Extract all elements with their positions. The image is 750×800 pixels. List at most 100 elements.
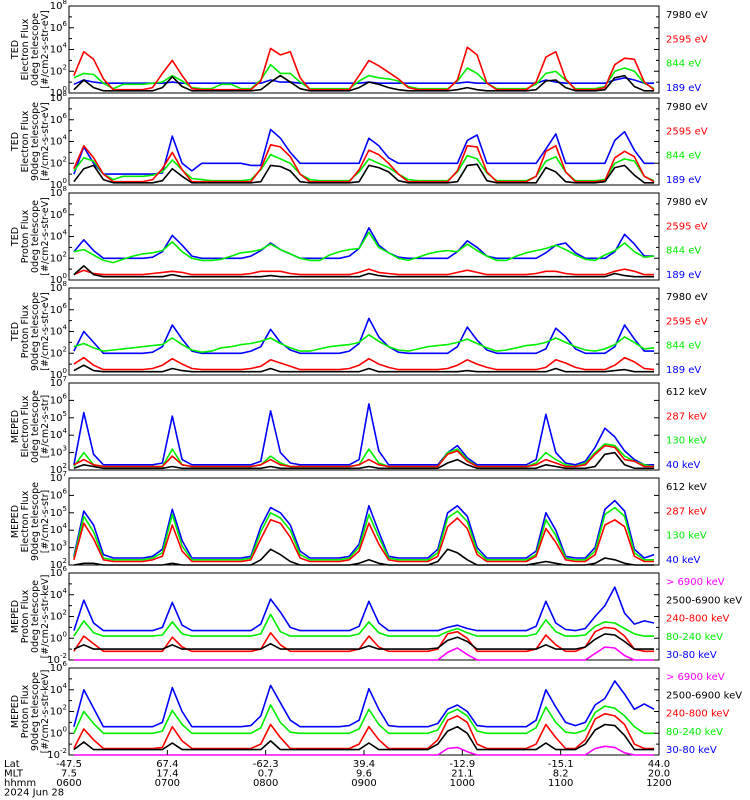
series-line-189-ev [73, 227, 655, 260]
x-tick-label: -62.3 [253, 759, 279, 770]
series-line-80-240-kev [73, 613, 655, 637]
series-line-287-kev [73, 517, 655, 563]
y-axis-label: MEPEDElectron Flux0deg telescope[#/cm2-s… [10, 390, 51, 463]
y-tick-label: 106 [50, 207, 68, 221]
y-tick-label: 106 [50, 660, 68, 674]
series-line-30-80-kev [73, 680, 655, 728]
x-tick-label: 0.7 [258, 769, 274, 780]
y-tick-label: 104 [50, 134, 68, 148]
legend-entry: 189 eV [666, 175, 701, 186]
series-line-40-kev [73, 403, 655, 466]
panel-frame [68, 477, 660, 566]
series-line-2595-ev [73, 46, 655, 91]
y-tick-label: 100 [50, 85, 67, 99]
x-tick-label: 0800 [253, 778, 278, 789]
legend-entry: 7980 eV [666, 292, 708, 303]
y-tick-label: 103 [50, 445, 67, 459]
panel-frame [68, 97, 660, 186]
panel-frame [68, 667, 660, 756]
y-tick-label: 106 [50, 565, 68, 579]
x-row-label: MLT [4, 769, 24, 780]
y-tick-label: 100 [50, 177, 67, 191]
legend-entry: 189 eV [666, 365, 701, 376]
legend-entry: 287 keV [666, 411, 707, 422]
y-tick-label: 104 [50, 587, 68, 601]
y-tick-label: 10-2 [47, 652, 67, 666]
legend-entry: 2595 eV [666, 34, 708, 45]
series-line-844-ev [73, 333, 655, 354]
x-tick-label: 9.6 [356, 769, 372, 780]
series-line-189-ev [73, 128, 655, 175]
series-line-2500-6900-kev [73, 633, 655, 650]
y-tick-label: 102 [50, 462, 67, 476]
y-tick-label: 108 [50, 185, 67, 199]
legend-entry: 30-80 keV [666, 650, 717, 661]
legend-entry: 2595 eV [666, 316, 708, 327]
series-line-240-800-kev [73, 712, 655, 750]
y-tick-label: 102 [50, 609, 67, 623]
legend-entry: 30-80 keV [666, 745, 717, 756]
legend-entry: 2595 eV [666, 221, 708, 232]
y-tick-label: 105 [50, 410, 67, 424]
series-line-189-ev [73, 77, 655, 86]
x-tick-label: 21.1 [451, 769, 473, 780]
series-line-2595-ev [73, 356, 655, 371]
series-line-2595-ev [73, 144, 655, 183]
x-row-label: hhmm [4, 778, 36, 789]
series-line-2500-6900-kev [73, 723, 655, 751]
y-tick-label: 107 [50, 375, 67, 389]
legend-entry: 80-240 keV [666, 727, 723, 738]
x-tick-label: 1200 [646, 778, 671, 789]
y-tick-label: 104 [50, 682, 68, 696]
legend-entry: 287 keV [666, 506, 707, 517]
y-axis-label: MEPEDProton Flux90deg telescope[#/cm2-s-… [10, 670, 51, 754]
y-tick-label: 106 [50, 20, 68, 34]
x-tick-label: 0700 [155, 778, 180, 789]
x-tick-label: 20.0 [648, 769, 670, 780]
series-line-287-kev [73, 444, 655, 468]
y-tick-label: 103 [50, 540, 67, 554]
legend-entry: 189 eV [666, 270, 701, 281]
y-tick-label: 106 [50, 302, 68, 316]
x-tick-label: -12.9 [449, 759, 475, 770]
series-line-844-ev [73, 153, 655, 182]
y-axis-label: TEDProton Flux90deg telescope[#/cm2-s-st… [10, 292, 51, 371]
series-line-189-ev [73, 317, 655, 355]
x-tick-label: 7.5 [61, 769, 77, 780]
y-tick-label: 108 [50, 90, 67, 104]
legend-entry: > 6900 keV [666, 672, 725, 683]
y-tick-label: 102 [50, 345, 67, 359]
y-tick-label: 105 [50, 505, 67, 519]
y-axis-label: TEDElectron Flux90deg telescope[#/cm2-s-… [10, 102, 51, 181]
series-line-130-kev [73, 506, 655, 561]
y-axis-label: TEDProton Flux0deg telescope[#/cm2-s-str… [10, 197, 51, 276]
series-line-612-kev [73, 548, 655, 566]
series-line-130-kev [73, 443, 655, 468]
y-tick-label: 102 [50, 250, 67, 264]
y-tick-label: 102 [50, 704, 67, 718]
legend-entry: 612 keV [666, 482, 707, 493]
series-line-80-240-kev [73, 704, 655, 735]
series-line-7980-ev [73, 163, 655, 184]
legend-entry: 2595 eV [666, 126, 708, 137]
y-tick-label: 104 [50, 324, 68, 338]
legend-entry: 240-800 keV [666, 614, 730, 625]
legend-entry: 844 eV [666, 151, 701, 162]
x-tick-label: 8.2 [553, 769, 569, 780]
series-line-844-ev [73, 231, 655, 264]
legend-entry: 80-240 keV [666, 632, 723, 643]
x-tick-label: 1100 [548, 778, 573, 789]
series-line-240-800-kev [73, 626, 655, 653]
y-tick-label: 104 [50, 42, 68, 56]
x-tick-label: -15.1 [548, 759, 574, 770]
